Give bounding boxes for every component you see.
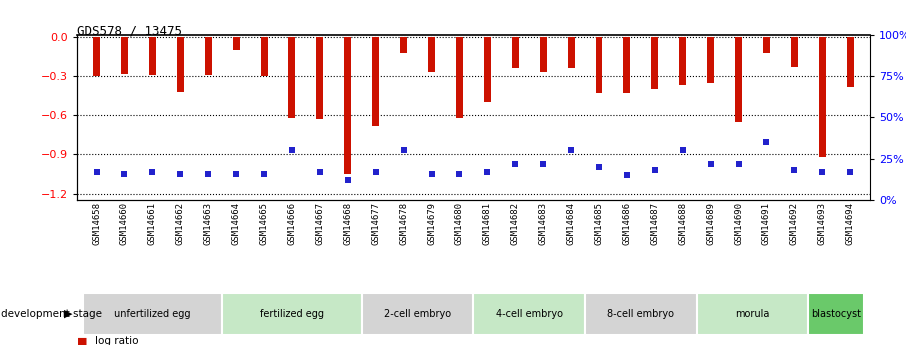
Text: fertilized egg: fertilized egg bbox=[260, 309, 324, 319]
Bar bbox=[82, 293, 222, 335]
Bar bbox=[456, 37, 463, 118]
Text: GSM14663: GSM14663 bbox=[204, 202, 213, 245]
Text: GSM14689: GSM14689 bbox=[706, 202, 715, 245]
Bar bbox=[735, 37, 742, 122]
Text: GSM14679: GSM14679 bbox=[427, 202, 436, 245]
Bar bbox=[205, 37, 212, 75]
Text: GSM14662: GSM14662 bbox=[176, 202, 185, 245]
Text: GSM14687: GSM14687 bbox=[651, 202, 660, 245]
Text: GSM14661: GSM14661 bbox=[148, 202, 157, 245]
Bar bbox=[680, 37, 686, 85]
Bar bbox=[847, 37, 853, 87]
Bar bbox=[149, 37, 156, 75]
Text: GSM14692: GSM14692 bbox=[790, 202, 799, 245]
Bar bbox=[819, 37, 825, 157]
Bar bbox=[121, 37, 128, 73]
Bar bbox=[567, 37, 574, 68]
Text: GSM14665: GSM14665 bbox=[259, 202, 268, 245]
Text: GSM14666: GSM14666 bbox=[287, 202, 296, 245]
Bar bbox=[763, 37, 770, 53]
Bar bbox=[808, 293, 864, 335]
Text: GSM14688: GSM14688 bbox=[679, 202, 688, 245]
Bar bbox=[791, 37, 798, 67]
Bar bbox=[473, 293, 585, 335]
Text: GDS578 / 13475: GDS578 / 13475 bbox=[77, 24, 182, 37]
Bar bbox=[540, 37, 546, 72]
Text: GSM14682: GSM14682 bbox=[511, 202, 520, 245]
Bar bbox=[177, 37, 184, 92]
Text: GSM14694: GSM14694 bbox=[845, 202, 854, 245]
Text: GSM14677: GSM14677 bbox=[371, 202, 381, 245]
Bar bbox=[585, 293, 697, 335]
Bar bbox=[484, 37, 491, 102]
Text: GSM14684: GSM14684 bbox=[566, 202, 575, 245]
Text: GSM14691: GSM14691 bbox=[762, 202, 771, 245]
Text: 4-cell embryo: 4-cell embryo bbox=[496, 309, 563, 319]
Text: GSM14683: GSM14683 bbox=[539, 202, 547, 245]
Text: GSM14658: GSM14658 bbox=[92, 202, 101, 245]
Text: GSM14660: GSM14660 bbox=[120, 202, 129, 245]
Text: GSM14686: GSM14686 bbox=[622, 202, 631, 245]
Bar bbox=[316, 37, 323, 119]
Text: ▶: ▶ bbox=[64, 309, 72, 319]
Text: GSM14690: GSM14690 bbox=[734, 202, 743, 245]
Text: 2-cell embryo: 2-cell embryo bbox=[384, 309, 451, 319]
Text: GSM14678: GSM14678 bbox=[400, 202, 408, 245]
Bar bbox=[344, 37, 352, 174]
Bar bbox=[261, 37, 267, 76]
Bar bbox=[623, 37, 631, 93]
Text: GSM14685: GSM14685 bbox=[594, 202, 603, 245]
Text: 8-cell embryo: 8-cell embryo bbox=[607, 309, 674, 319]
Bar bbox=[288, 37, 295, 118]
Bar bbox=[651, 37, 659, 89]
Text: GSM14668: GSM14668 bbox=[343, 202, 352, 245]
Bar bbox=[361, 293, 474, 335]
Bar bbox=[93, 37, 100, 76]
Text: GSM14680: GSM14680 bbox=[455, 202, 464, 245]
Text: ■: ■ bbox=[77, 336, 88, 345]
Bar bbox=[233, 37, 239, 50]
Bar bbox=[512, 37, 519, 68]
Text: morula: morula bbox=[736, 309, 770, 319]
Bar bbox=[222, 293, 361, 335]
Text: log ratio: log ratio bbox=[95, 336, 139, 345]
Text: GSM14664: GSM14664 bbox=[232, 202, 241, 245]
Text: GSM14681: GSM14681 bbox=[483, 202, 492, 245]
Text: unfertilized egg: unfertilized egg bbox=[114, 309, 190, 319]
Bar bbox=[697, 293, 808, 335]
Bar bbox=[372, 37, 380, 126]
Bar bbox=[708, 37, 714, 83]
Text: GSM14693: GSM14693 bbox=[818, 202, 827, 245]
Bar bbox=[400, 37, 407, 53]
Text: blastocyst: blastocyst bbox=[811, 309, 862, 319]
Bar bbox=[595, 37, 602, 93]
Text: GSM14667: GSM14667 bbox=[315, 202, 324, 245]
Bar bbox=[428, 37, 435, 72]
Text: development stage: development stage bbox=[1, 309, 101, 319]
